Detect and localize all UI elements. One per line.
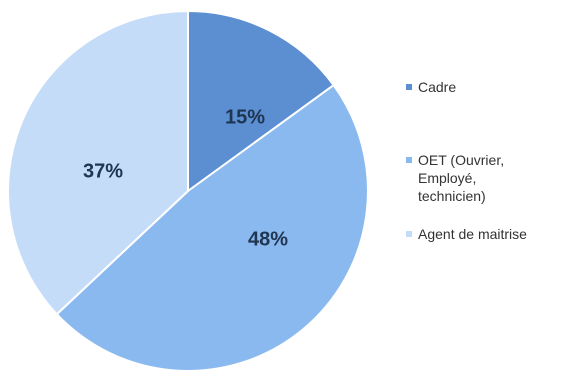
pie-slice <box>187 9 336 193</box>
legend-swatch <box>406 84 412 90</box>
slice-value-label: 37% <box>83 160 123 182</box>
legend-label: Agent de maitrise <box>418 226 527 242</box>
legend-label: OET (Ouvrier, Employé, technicien) <box>418 152 505 204</box>
legend-label: Cadre <box>418 79 457 95</box>
pie-slice <box>55 83 369 372</box>
pie-slice <box>7 9 189 316</box>
legend-item: OET (Ouvrier, Employé, technicien) <box>406 151 504 205</box>
slice-value-label: 15% <box>225 106 265 128</box>
legend-swatch <box>406 231 412 237</box>
slice-value-label: 48% <box>248 228 288 250</box>
legend-item: Agent de maitrise <box>406 225 527 243</box>
legend-item: Cadre <box>406 78 456 96</box>
legend-swatch <box>406 157 412 163</box>
